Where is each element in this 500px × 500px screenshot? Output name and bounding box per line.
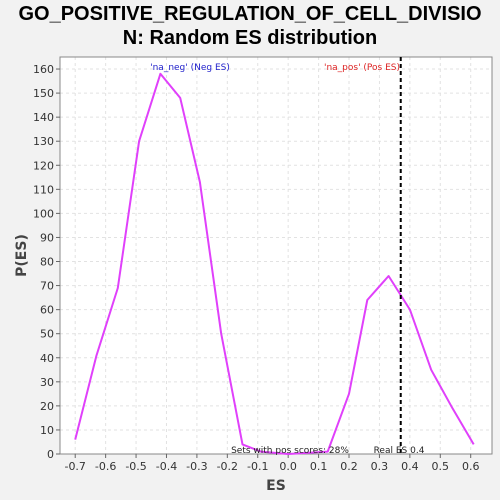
y-tick-label: 160	[33, 63, 54, 76]
y-tick-label: 0	[47, 448, 54, 461]
pos-es-label: 'na_pos' (Pos ES)	[324, 63, 400, 73]
x-tick-label: -0.7	[64, 460, 85, 473]
plot-area	[60, 57, 492, 454]
y-tick-label: 140	[33, 111, 54, 124]
x-tick-label: 0.5	[432, 460, 450, 473]
chart-title-line-1: GO_POSITIVE_REGULATION_OF_CELL_DIVISIO	[18, 3, 482, 25]
series-line	[74, 72, 475, 455]
y-tick-label: 110	[33, 183, 54, 196]
x-tick-label: 0.4	[401, 460, 419, 473]
y-axis-ticks: 0 10 20 30 40 50 60 70 80 90 100 110 120 130 140 150 160	[33, 63, 60, 461]
y-tick-label: 50	[40, 328, 54, 341]
y-tick-label: 100	[33, 207, 54, 220]
y-tick-label: 20	[40, 400, 54, 413]
y-tick-label: 40	[40, 352, 54, 365]
chart-title-line-2: N: Random ES distribution	[122, 27, 378, 49]
x-tick-label: -0.2	[217, 460, 238, 473]
x-tick-label: -0.4	[156, 460, 177, 473]
x-tick-label: -0.3	[186, 460, 207, 473]
y-tick-label: 10	[40, 424, 54, 437]
x-tick-label: 0.1	[310, 460, 328, 473]
neg-es-label: 'na_neg' (Neg ES)	[150, 63, 230, 73]
chart-title: GO_POSITIVE_REGULATION_OF_CELL_DIVISIO N…	[0, 2, 500, 50]
y-tick-label: 130	[33, 135, 54, 148]
x-tick-label: 0.0	[279, 460, 297, 473]
y-tick-label: 80	[40, 256, 54, 269]
y-axis-label: P(ES)	[14, 234, 30, 277]
x-tick-label: -0.6	[95, 460, 116, 473]
x-axis-ticks: -0.7 -0.6 -0.5 -0.4 -0.3 -0.2 -0.1 0.0 0.1 0.2 0.3…	[64, 454, 479, 473]
x-tick-label: 0.2	[340, 460, 358, 473]
x-tick-label: 0.3	[371, 460, 389, 473]
axes	[59, 56, 493, 455]
sets-pos-scores-label: Sets with pos scores: 28%	[231, 446, 349, 456]
y-tick-label: 90	[40, 231, 54, 244]
y-tick-label: 120	[33, 159, 54, 172]
x-tick-label: -0.1	[247, 460, 268, 473]
y-tick-label: 60	[40, 304, 54, 317]
y-tick-label: 30	[40, 376, 54, 389]
y-tick-label: 70	[40, 280, 54, 293]
x-axis-label: ES	[266, 478, 286, 494]
plot-border	[59, 56, 493, 455]
series-group	[74, 72, 475, 455]
real-es-label: Real ES 0.4	[374, 446, 425, 456]
y-tick-label: 150	[33, 87, 54, 100]
x-tick-label: 0.6	[462, 460, 480, 473]
x-tick-label: -0.5	[125, 460, 146, 473]
